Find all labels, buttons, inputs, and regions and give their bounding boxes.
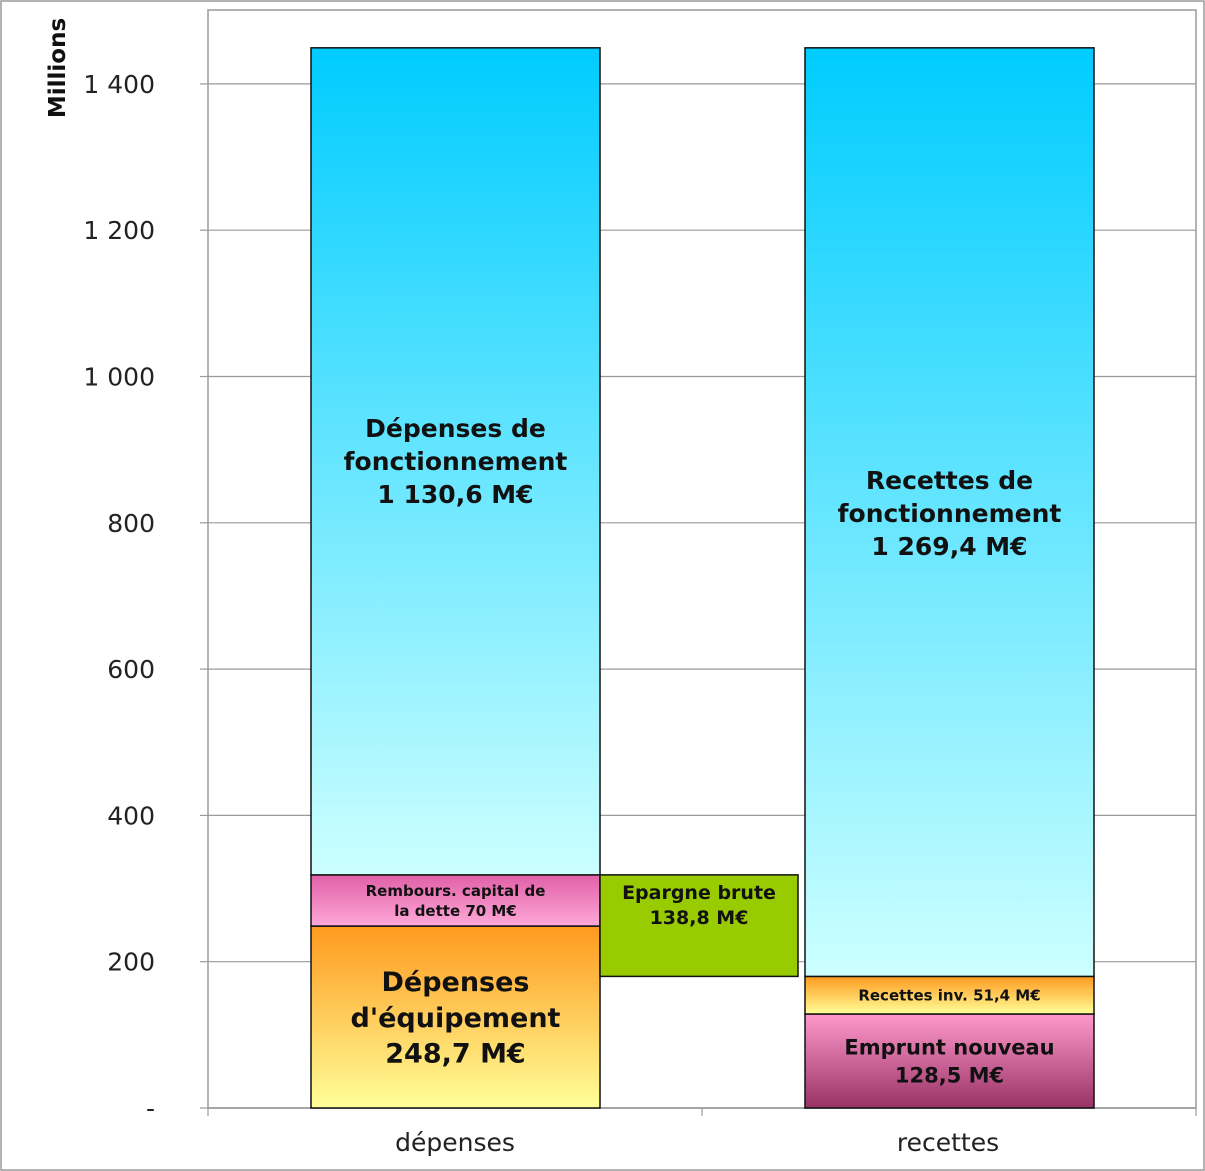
segment-label-fonctionnement-recettes: Recettes de — [866, 466, 1033, 495]
bar-segment-equipement — [310, 925, 601, 1109]
segment-label-equipement: 248,7 M€ — [385, 1038, 525, 1069]
bar-segment-emprunt — [804, 1013, 1095, 1109]
segment-labels: Dépenses d'équipement 248,7 M€ Rembours. ca… — [344, 414, 1062, 1087]
segment-label-fonctionnement-recettes: fonctionnement — [838, 499, 1062, 528]
y-tick-label: 800 — [107, 509, 155, 538]
y-tick-label: - — [146, 1094, 155, 1123]
y-tick-label: 200 — [107, 948, 155, 977]
bar-segment-fonctionnement-depenses — [310, 47, 601, 876]
segment-label-fonctionnement-depenses: 1 130,6 M€ — [377, 480, 533, 509]
x-category-label: recettes — [897, 1128, 999, 1157]
segment-label-fonctionnement-depenses: fonctionnement — [344, 447, 568, 476]
bar-segment-fonctionnement-recettes — [804, 47, 1095, 978]
bars — [310, 47, 1095, 1109]
segment-label-equipement: Dépenses — [381, 967, 529, 998]
segment-label-remboursement: la dette 70 M€ — [394, 902, 517, 920]
y-tick-label: 1 000 — [83, 363, 155, 392]
x-category-label: dépenses — [395, 1128, 515, 1157]
segment-label-epargne: 138,8 M€ — [650, 907, 749, 929]
segment-label-epargne: Epargne brute — [622, 882, 776, 904]
segment-label-recettes-inv: Recettes inv. 51,4 M€ — [858, 987, 1040, 1005]
y-axis-label: Millions — [45, 18, 71, 118]
segment-label-equipement: d'équipement — [351, 1003, 561, 1034]
segment-label-emprunt: 128,5 M€ — [895, 1063, 1004, 1087]
y-tick-label: 1 200 — [83, 216, 155, 245]
y-tick-label: 400 — [107, 801, 155, 830]
bar-segment-epargne — [599, 874, 799, 978]
bar-segment-remboursement — [310, 874, 601, 927]
segment-label-emprunt: Emprunt nouveau — [844, 1036, 1054, 1060]
y-tick-label: 600 — [107, 655, 155, 684]
segment-label-remboursement: Rembours. capital de — [366, 882, 546, 900]
y-tick-label: 1 400 — [83, 70, 155, 99]
x-axis-categories: dépenses recettes — [395, 1128, 999, 1157]
segment-label-fonctionnement-recettes: 1 269,4 M€ — [871, 532, 1027, 561]
segment-label-fonctionnement-depenses: Dépenses de — [365, 414, 546, 443]
